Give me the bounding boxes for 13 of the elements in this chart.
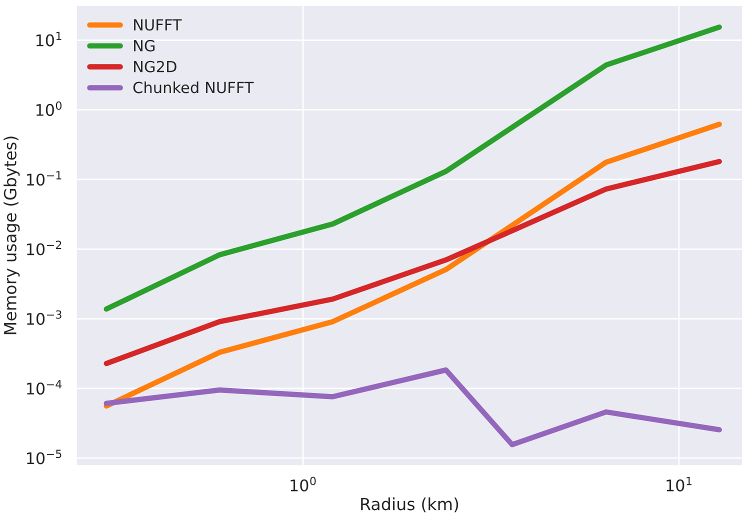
y-tick-label: 10$^{−2}$	[27, 240, 62, 256]
y-tick-label: 10$^{−3}$	[27, 310, 62, 325]
legend-label: Chunked NUFFT	[133, 81, 254, 94]
legend-label: NG	[134, 40, 155, 52]
y-axis-title: Memory usage (Gbytes)	[4, 136, 20, 334]
y-tick-label: 10$^{−4}$	[27, 380, 62, 395]
legend-label: NG2D	[134, 60, 176, 72]
legend-label: NUFFT	[134, 19, 182, 31]
y-tick-label: 10$^{−5}$	[27, 450, 62, 464]
x-axis-title: Radius (km)	[361, 497, 458, 512]
y-tick-label: 10$^{0}$	[36, 101, 62, 116]
y-tick-label: 10$^{−1}$	[27, 171, 62, 186]
y-tick-label: 10$^{1}$	[36, 32, 62, 46]
